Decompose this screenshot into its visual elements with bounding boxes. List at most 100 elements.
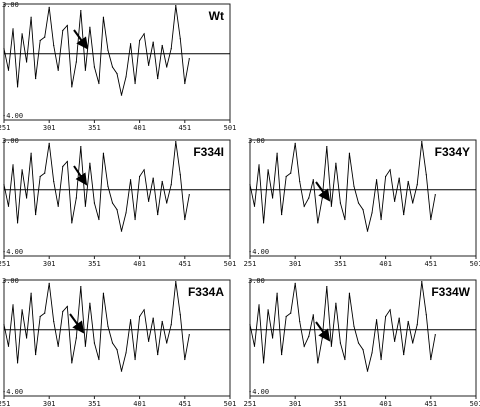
data-point — [385, 315, 387, 318]
data-point — [170, 324, 172, 326]
data-point — [89, 26, 91, 28]
chart-panel-f334w: 3.00 -4.00 251 301 351 401 451 501 F334W — [244, 277, 480, 407]
data-point — [184, 358, 186, 361]
data-point — [394, 340, 396, 342]
data-point — [80, 10, 82, 12]
data-point — [84, 69, 86, 71]
profile-line — [249, 141, 436, 232]
data-point — [134, 218, 136, 221]
data-point — [111, 66, 114, 68]
data-point — [111, 342, 114, 344]
data-point — [330, 345, 332, 347]
data-point — [276, 292, 278, 294]
data-point — [44, 172, 46, 174]
data-point — [375, 319, 378, 321]
data-point — [80, 146, 82, 148]
y-tick-label-top: 3.00 — [2, 1, 19, 9]
data-point — [357, 342, 360, 344]
data-point — [107, 325, 109, 327]
data-point — [299, 180, 301, 183]
data-point — [166, 342, 168, 344]
data-point — [120, 230, 123, 232]
panel-label: F334W — [431, 285, 470, 299]
data-point — [253, 345, 256, 347]
data-point — [188, 58, 190, 60]
data-point — [317, 362, 319, 364]
data-point — [425, 174, 427, 176]
data-point — [175, 141, 177, 143]
data-point — [299, 320, 301, 323]
x-tick-label: 401 — [133, 260, 146, 268]
data-point — [48, 142, 50, 144]
data-point — [421, 281, 423, 283]
x-tick-label: 251 — [244, 260, 257, 268]
x-tick-label: 451 — [178, 260, 191, 268]
data-point — [416, 324, 418, 326]
data-point — [30, 152, 32, 154]
data-point — [157, 213, 159, 216]
data-point — [326, 286, 328, 288]
data-point — [139, 39, 141, 42]
data-point — [179, 38, 181, 40]
data-point — [26, 61, 28, 63]
data-point — [380, 218, 382, 221]
data-point — [44, 36, 46, 38]
data-point — [30, 16, 32, 18]
data-point — [184, 82, 186, 85]
data-point — [326, 146, 328, 148]
plot-frame — [3, 3, 231, 121]
data-point — [57, 345, 59, 347]
data-point — [134, 82, 136, 85]
data-point — [98, 358, 100, 361]
data-point — [389, 309, 391, 311]
x-tick-label: 301 — [43, 260, 56, 268]
data-point — [421, 141, 423, 143]
data-point — [143, 309, 145, 311]
data-point — [375, 179, 378, 181]
data-point — [148, 64, 150, 66]
data-point — [303, 345, 305, 347]
y-tick-label-top: 3.00 — [248, 137, 265, 145]
data-point — [53, 44, 55, 47]
data-point — [262, 362, 265, 364]
data-point — [21, 33, 23, 35]
data-point — [398, 317, 400, 319]
data-point — [39, 175, 41, 178]
data-point — [317, 222, 319, 224]
data-point — [321, 337, 323, 339]
data-point — [62, 29, 64, 32]
plot-frame — [3, 279, 231, 397]
data-point — [170, 184, 172, 186]
data-point — [430, 218, 432, 221]
data-point — [394, 200, 396, 202]
data-point — [66, 305, 68, 308]
data-point — [407, 180, 409, 183]
chart-panel-f334y: 3.00 -4.00 251 301 351 401 451 501 F334Y — [244, 137, 480, 268]
data-point — [249, 184, 251, 186]
data-point — [362, 209, 364, 211]
data-point — [344, 358, 346, 361]
data-point — [7, 205, 10, 207]
x-tick-label: 301 — [43, 124, 56, 132]
data-point — [152, 41, 154, 43]
data-point — [12, 304, 14, 306]
panel-label: F334I — [193, 145, 224, 159]
data-point — [157, 77, 159, 80]
x-tick-label: 501 — [224, 400, 237, 407]
data-point — [57, 69, 59, 71]
x-tick-label: 401 — [133, 124, 146, 132]
data-point — [258, 304, 260, 306]
data-point — [102, 292, 105, 294]
data-point — [166, 66, 168, 68]
data-point — [188, 194, 190, 196]
data-point — [111, 202, 114, 204]
x-tick-label: 401 — [133, 400, 146, 407]
data-point — [84, 345, 86, 347]
x-tick-label: 451 — [424, 260, 437, 268]
data-point — [125, 352, 127, 354]
data-point — [102, 152, 105, 154]
data-point — [143, 33, 145, 35]
data-point — [281, 213, 283, 216]
y-tick-label-top: 3.00 — [248, 277, 265, 285]
